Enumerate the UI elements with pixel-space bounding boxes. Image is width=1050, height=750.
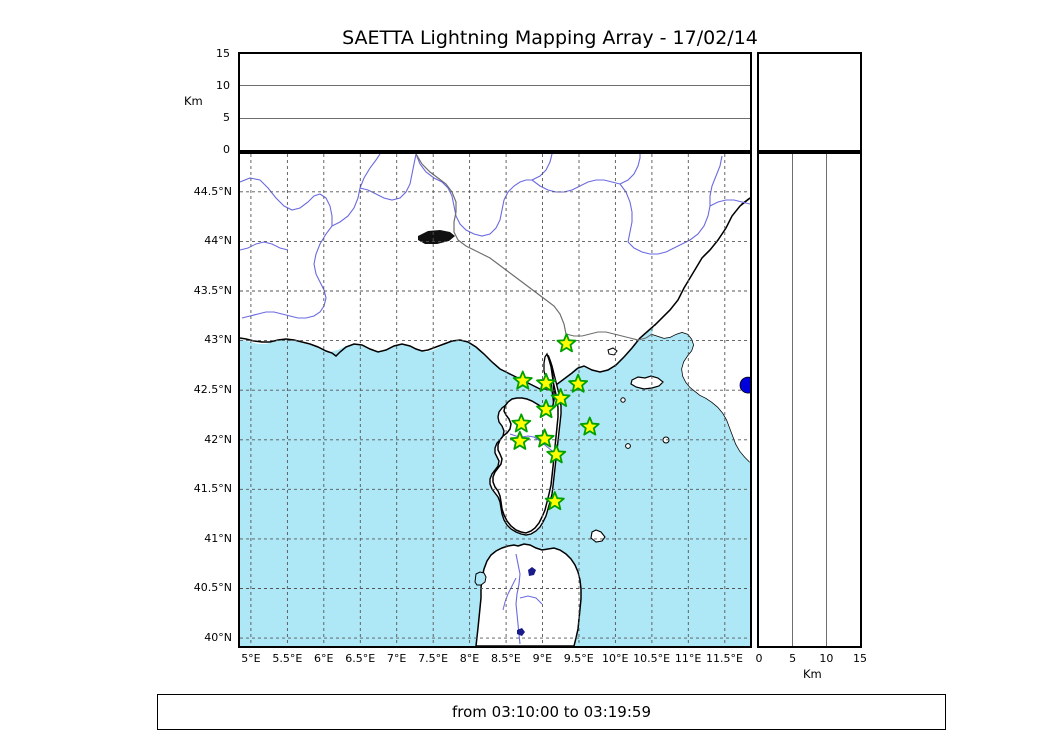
island-elba (630, 375, 664, 390)
gridline-alt-10-right (825, 154, 827, 646)
time-window-statusbar[interactable]: from 03:10:00 to 03:19:59 (157, 694, 946, 730)
sea-overlay-main (240, 199, 750, 646)
island-pianosa (620, 397, 626, 403)
lake-sardinia-2 (517, 628, 525, 636)
tick-label: 6°E (314, 652, 334, 665)
corner-panel (757, 52, 862, 152)
tick-label: 9°E (532, 652, 553, 665)
landmass-italy (652, 199, 750, 462)
river-rhone (241, 225, 333, 319)
river-sardinia-2 (502, 577, 517, 611)
gridline-alt-10 (240, 85, 750, 87)
river-east-2 (709, 199, 750, 207)
tick-label: 40°N (204, 631, 232, 645)
tick-label: 0 (755, 652, 763, 665)
tick-label: 11.5°E (706, 652, 743, 665)
river-east (627, 155, 723, 255)
tick-label: 43.5°N (193, 283, 232, 297)
sardinia-gulf-west (474, 571, 487, 586)
border-france-italy (415, 154, 567, 335)
river-po (415, 154, 532, 237)
lake-geneva (418, 230, 455, 244)
tick-label: 10 (819, 652, 834, 665)
tick-label: 41°N (204, 531, 232, 545)
map-gridlines (240, 154, 750, 646)
tick-label: 11°E (674, 652, 702, 665)
axis-label-altitude-bottom: Km (803, 667, 822, 681)
river-sardinia-1 (515, 553, 521, 645)
tick-label: 15 (853, 652, 867, 665)
station-markers[interactable] (509, 333, 600, 511)
tick-label: 5 (223, 111, 230, 124)
tick-label: 0 (223, 143, 230, 156)
tick-label: 7.5°E (418, 652, 449, 665)
lma-station-star[interactable] (546, 444, 567, 464)
river-adige (619, 154, 641, 185)
tick-label: 5°E (241, 652, 261, 665)
coastline-ligurian (653, 197, 750, 327)
tick-label: 10.5°E (633, 652, 671, 665)
tick-label: 9.5°E (563, 652, 594, 665)
tick-label: 10°E (601, 652, 629, 665)
tick-label: 40.5°N (193, 581, 232, 595)
lma-station-star[interactable] (512, 370, 533, 390)
altitude-latitude-panel[interactable] (757, 152, 862, 648)
tick-label: 7°E (386, 652, 407, 665)
tick-label: 42°N (204, 432, 232, 446)
gridline-alt-5-right (792, 154, 794, 646)
island-montecristo (625, 443, 631, 449)
river-saone (331, 154, 381, 227)
landmass-mainland (240, 154, 750, 390)
lma-station-star[interactable] (536, 399, 556, 419)
tick-label: 44°N (204, 234, 232, 248)
river-ticino (531, 154, 553, 181)
map-panel[interactable] (238, 152, 752, 648)
river-mainland-1 (240, 177, 333, 226)
map-graphic (240, 154, 750, 646)
tick-label: 5 (789, 652, 797, 665)
landmass-sardinia (475, 543, 582, 646)
altitude-longitude-panel[interactable] (238, 52, 752, 152)
lake-sardinia-1 (528, 567, 536, 576)
river-isere (359, 154, 417, 201)
tick-label: 10 (216, 79, 230, 92)
lma-station-star[interactable] (568, 373, 589, 393)
tick-label: 8.5°E (490, 652, 521, 665)
time-window-text: from 03:10:00 to 03:19:59 (451, 703, 651, 721)
river-sardinia-3 (519, 595, 543, 605)
river-po-lower (531, 179, 621, 193)
tick-label: 43°N (204, 333, 232, 347)
tick-label: 44.5°N (193, 184, 232, 198)
lma-station-star[interactable] (511, 413, 532, 433)
tick-label: 15 (216, 47, 230, 60)
border-inner (565, 331, 653, 341)
tick-label: 8°E (459, 652, 480, 665)
lma-station-star[interactable] (509, 430, 530, 450)
vhf-source-dot (739, 376, 750, 394)
tick-label: 5.5°E (272, 652, 303, 665)
tick-label: 41.5°N (193, 482, 232, 496)
lma-station-star[interactable] (536, 372, 556, 392)
axis-label-altitude-left: Km (184, 94, 203, 108)
lma-station-star[interactable] (579, 416, 600, 436)
tick-label: 6.5°E (345, 652, 376, 665)
river-nw (240, 241, 289, 251)
gridline-alt-5 (240, 117, 750, 119)
tick-label: 42.5°N (193, 383, 232, 397)
lma-station-star[interactable] (550, 388, 571, 407)
lma-station-star[interactable] (544, 491, 565, 511)
page-title: SAETTA Lightning Mapping Array - 17/02/1… (342, 27, 758, 49)
lma-station-star[interactable] (534, 428, 555, 448)
lma-station-star[interactable] (556, 333, 577, 353)
